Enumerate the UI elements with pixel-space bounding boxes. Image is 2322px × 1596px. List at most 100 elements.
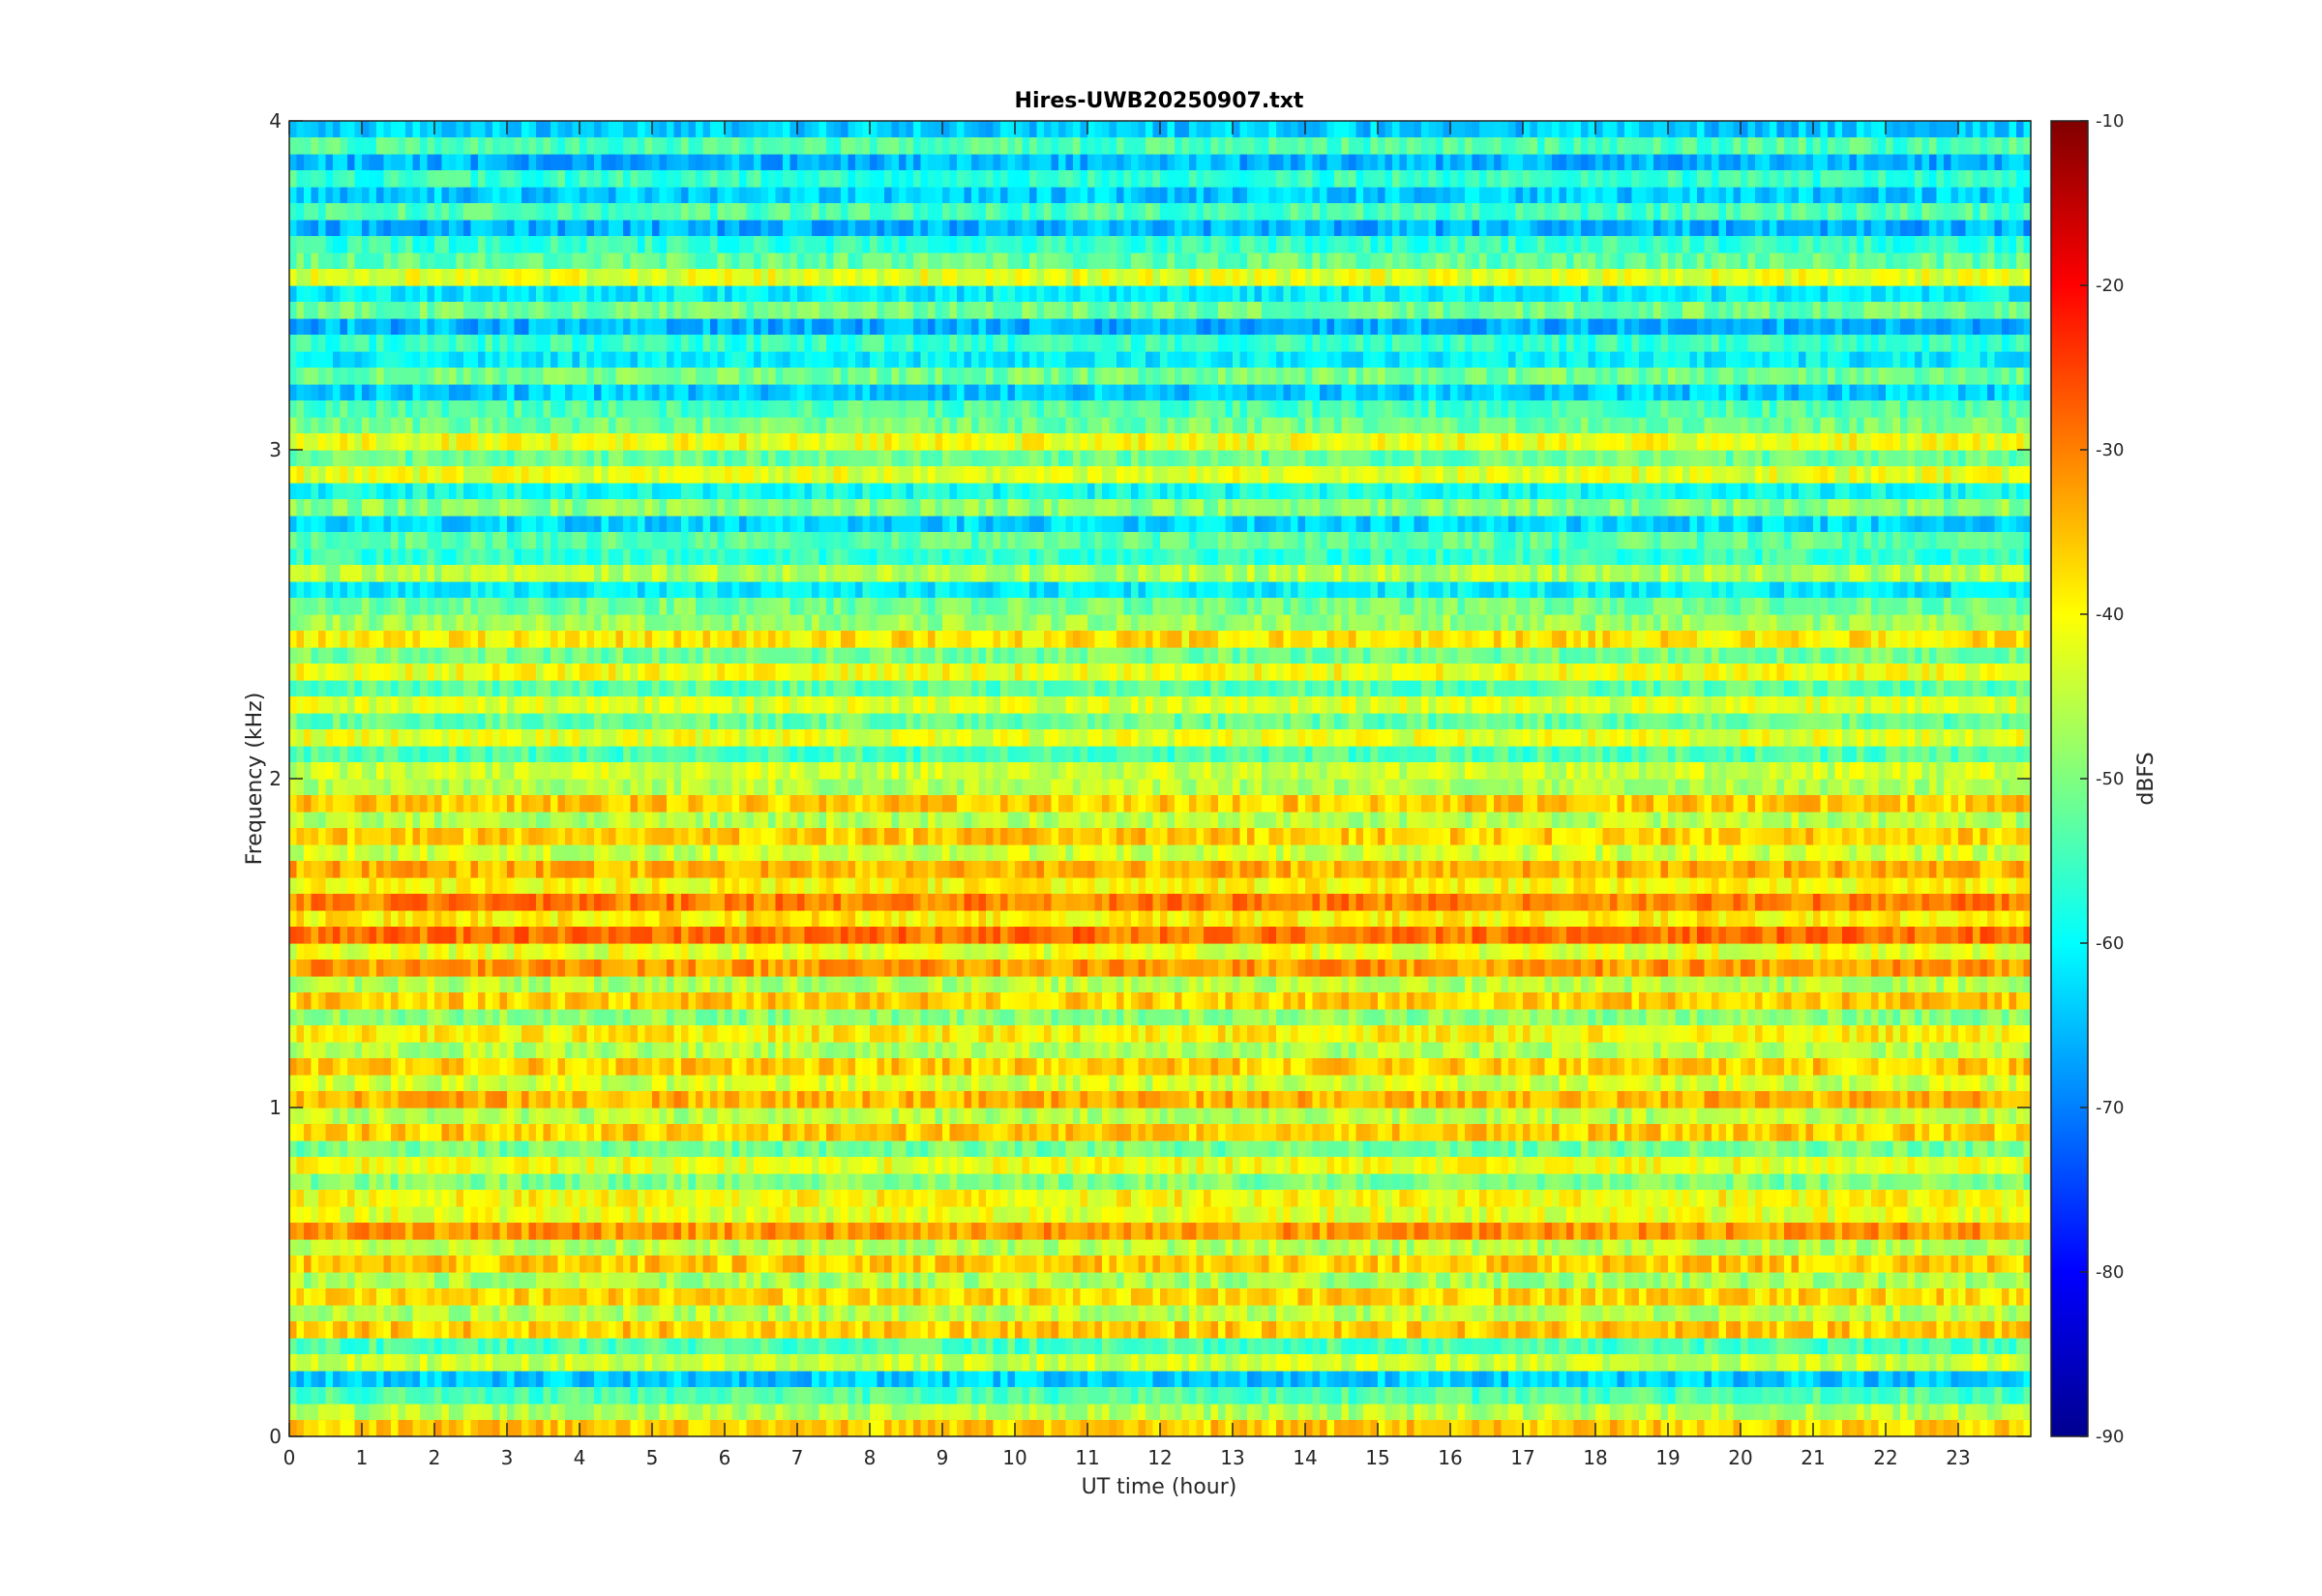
heatmap-cell	[1204, 1387, 1211, 1404]
heatmap-cell	[1102, 1371, 1110, 1388]
heatmap-cell	[1371, 1256, 1379, 1273]
heatmap-cell	[1175, 1305, 1182, 1322]
heatmap-cell	[979, 1157, 987, 1174]
heatmap-cell	[739, 1173, 747, 1191]
heatmap-cell	[544, 1404, 551, 1421]
heatmap-cell	[907, 1354, 914, 1372]
heatmap-cell	[783, 1305, 790, 1322]
heatmap-cell	[558, 1387, 566, 1404]
heatmap-cell	[870, 1354, 878, 1372]
heatmap-cell	[863, 1404, 871, 1421]
heatmap-cell	[333, 1124, 341, 1141]
heatmap-cell	[1029, 1108, 1037, 1125]
heatmap-cell	[1189, 1223, 1197, 1240]
heatmap-cell	[1400, 1124, 1408, 1141]
heatmap-cell	[1102, 1206, 1110, 1224]
heatmap-cell	[1682, 1108, 1690, 1125]
heatmap-cell	[1146, 1124, 1153, 1141]
heatmap-cell	[442, 1223, 450, 1240]
heatmap-cell	[1233, 1190, 1240, 1207]
heatmap-cell	[994, 1321, 1001, 1339]
heatmap-cell	[826, 1354, 834, 1372]
heatmap-cell	[1087, 1239, 1095, 1256]
heatmap-cell	[1632, 1420, 1640, 1437]
heatmap-cell	[1444, 1124, 1451, 1141]
heatmap-cell	[1763, 1256, 1771, 1273]
heatmap-cell	[1770, 1256, 1777, 1273]
heatmap-cell	[1116, 1108, 1124, 1125]
heatmap-cell	[1291, 1157, 1298, 1174]
heatmap-cell	[994, 1108, 1001, 1125]
heatmap-cell	[1915, 1256, 1922, 1273]
heatmap-cell	[1087, 1223, 1095, 1240]
heatmap-cell	[1371, 1272, 1379, 1289]
heatmap-cell	[855, 1420, 863, 1437]
heatmap-cell	[1871, 1157, 1879, 1174]
heatmap-cell	[1211, 1371, 1219, 1388]
heatmap-cell	[463, 1256, 471, 1273]
heatmap-cell	[1052, 1404, 1059, 1421]
heatmap-cell	[689, 1321, 697, 1339]
heatmap-cell	[1255, 1371, 1263, 1388]
heatmap-cell	[1363, 1256, 1371, 1273]
heatmap-cell	[1908, 1371, 1916, 1388]
heatmap-cell	[2016, 1256, 2024, 1273]
heatmap-cell	[1603, 1321, 1611, 1339]
heatmap-cell	[594, 1075, 602, 1092]
heatmap-cell	[1233, 1140, 1240, 1158]
heatmap-cell	[428, 1272, 435, 1289]
heatmap-cell	[1661, 1075, 1669, 1092]
heatmap-cell	[1392, 1305, 1400, 1322]
heatmap-cell	[486, 1354, 493, 1372]
heatmap-cell	[1502, 1321, 1509, 1339]
heatmap-cell	[565, 1206, 573, 1224]
heatmap-cell	[442, 1338, 450, 1355]
heatmap-cell	[376, 1420, 384, 1437]
heatmap-cell	[1349, 1338, 1356, 1355]
heatmap-cell	[1182, 1305, 1190, 1322]
heatmap-cell	[1291, 1387, 1298, 1404]
heatmap-cell	[1487, 1321, 1495, 1339]
heatmap-cell	[826, 1157, 834, 1174]
heatmap-cell	[391, 1420, 399, 1437]
heatmap-cell	[1835, 1256, 1843, 1273]
heatmap-cell	[696, 1420, 703, 1437]
heatmap-cell	[602, 1140, 610, 1158]
heatmap-cell	[1712, 1305, 1719, 1322]
heatmap-cell	[507, 1338, 515, 1355]
heatmap-cell	[297, 1108, 305, 1125]
heatmap-cell	[1444, 1223, 1451, 1240]
heatmap-cell	[1284, 1387, 1292, 1404]
heatmap-cell	[710, 1272, 718, 1289]
heatmap-cell	[761, 1239, 769, 1256]
heatmap-cell	[1835, 1223, 1843, 1240]
heatmap-cell	[913, 1190, 921, 1207]
heatmap-cell	[863, 1108, 871, 1125]
heatmap-cell	[1240, 1420, 1248, 1437]
heatmap-cell	[1204, 1371, 1211, 1388]
heatmap-cell	[1682, 1305, 1690, 1322]
heatmap-cell	[1799, 1124, 1806, 1141]
heatmap-cell	[1429, 1338, 1437, 1355]
heatmap-cell	[1900, 1321, 1908, 1339]
heatmap-cell	[1871, 1108, 1879, 1125]
heatmap-cell	[971, 1190, 979, 1207]
heatmap-cell	[312, 1124, 319, 1141]
heatmap-cell	[1450, 1404, 1458, 1421]
heatmap-cell	[790, 1404, 798, 1421]
heatmap-cell	[899, 1420, 907, 1437]
heatmap-cell	[1073, 1223, 1081, 1240]
heatmap-cell	[1444, 1190, 1451, 1207]
heatmap-cell	[1233, 1338, 1240, 1355]
heatmap-cell	[1589, 1124, 1596, 1141]
heatmap-cell	[1697, 1321, 1705, 1339]
heatmap-cell	[703, 1354, 711, 1372]
heatmap-cell	[391, 1338, 399, 1355]
heatmap-cell	[1450, 1157, 1458, 1174]
heatmap-cell	[1647, 1321, 1654, 1339]
heatmap-cell	[1908, 1173, 1916, 1191]
heatmap-cell	[1421, 1272, 1429, 1289]
heatmap-cell	[1560, 1206, 1567, 1224]
heatmap-cell	[1131, 1288, 1139, 1306]
heatmap-cell	[558, 1223, 566, 1240]
